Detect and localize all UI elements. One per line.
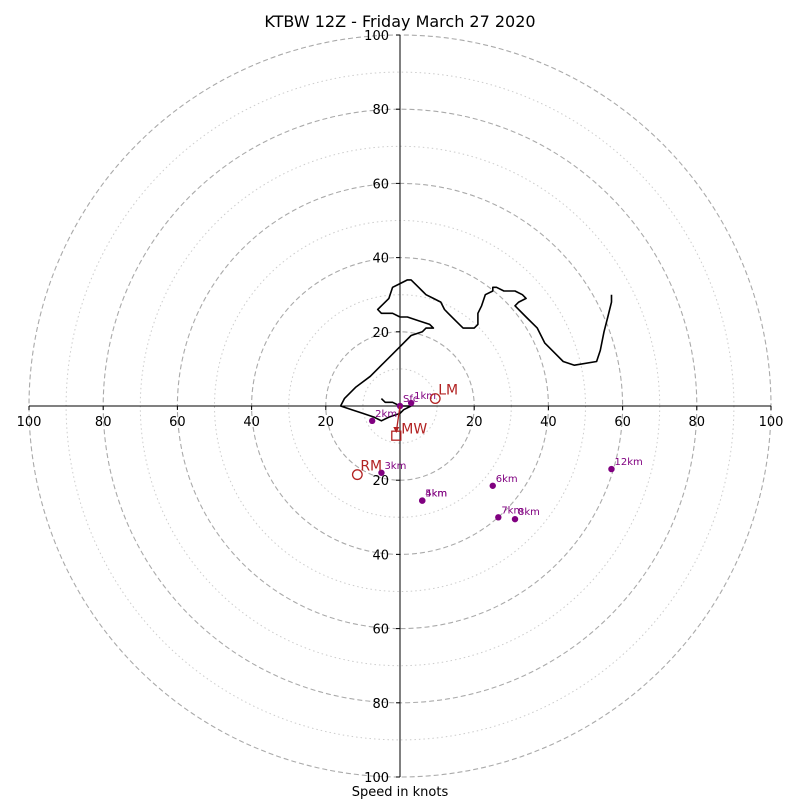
x-tick-label-neg-60: 60: [169, 415, 186, 430]
y-tick-label-neg-20: 20: [372, 474, 389, 489]
x-tick-label-pos-40: 40: [540, 415, 557, 430]
mean-wind-label: MW: [401, 422, 427, 438]
height-label-6km: 6km: [496, 474, 518, 485]
y-tick-label-pos-80: 80: [372, 103, 389, 118]
x-tick-label-neg-80: 80: [95, 415, 112, 430]
y-tick-label-pos-100: 100: [364, 29, 389, 44]
height-marker-12km: [608, 465, 615, 473]
storm-motion-arrowhead: [393, 426, 400, 433]
wind-trace: [339, 279, 613, 422]
left-mover-marker: [429, 393, 441, 405]
height-label-4km: 4km: [425, 489, 447, 500]
height-marker-1km: [407, 399, 415, 407]
height-marker-3km: [378, 469, 385, 476]
speed-tick-labels: 20 20 20 20 40 40 40 40 60 60 60 60 80 80 80 80 100 100 10…: [17, 29, 784, 786]
height-label-7km: 7km: [501, 505, 523, 516]
y-tick-label-neg-80: 80: [372, 697, 389, 712]
x-axis-label: Speed in knots: [352, 785, 449, 800]
y-tick-label-neg-60: 60: [372, 623, 389, 638]
height-label-12km: 12km: [614, 457, 642, 468]
chart-title: KTBW 12Z - Friday March 27 2020: [264, 12, 535, 31]
x-tick-label-neg-20: 20: [318, 415, 335, 430]
x-tick-label-neg-100: 100: [17, 415, 42, 430]
y-tick-label-neg-100: 100: [364, 771, 389, 786]
x-tick-label-pos-80: 80: [689, 415, 706, 430]
height-marker-2km: [368, 417, 376, 425]
x-tick-label-neg-40: 40: [243, 415, 260, 430]
y-tick-label-neg-40: 40: [372, 548, 389, 563]
height-label-1km: 1km: [414, 391, 436, 402]
y-tick-label-pos-60: 60: [372, 177, 389, 192]
height-label-5km: 5km: [425, 489, 447, 500]
y-tick-label-pos-20: 20: [372, 326, 389, 341]
height-marker-5km: [419, 497, 426, 504]
left-mover-label: LM: [438, 383, 458, 399]
height-label-3km: 3km: [384, 461, 406, 472]
height-label-2km: 2km: [375, 409, 397, 420]
y-tick-label-pos-40: 40: [372, 252, 389, 267]
height-marker-7km: [495, 514, 502, 521]
wind-trace-line: [339, 279, 613, 422]
right-mover-marker: [351, 469, 363, 481]
right-mover-label: RM: [360, 459, 382, 475]
x-tick-label-pos-20: 20: [466, 415, 483, 430]
height-marker-6km: [489, 482, 496, 489]
height-label-8km: 8km: [518, 507, 540, 518]
storm-motion-markers: RM LM MW: [351, 383, 458, 481]
height-marker-8km: [511, 515, 519, 523]
x-tick-label-pos-100: 100: [759, 415, 784, 430]
x-tick-label-pos-60: 60: [614, 415, 631, 430]
height-label-sfc: Sfc: [403, 394, 418, 405]
